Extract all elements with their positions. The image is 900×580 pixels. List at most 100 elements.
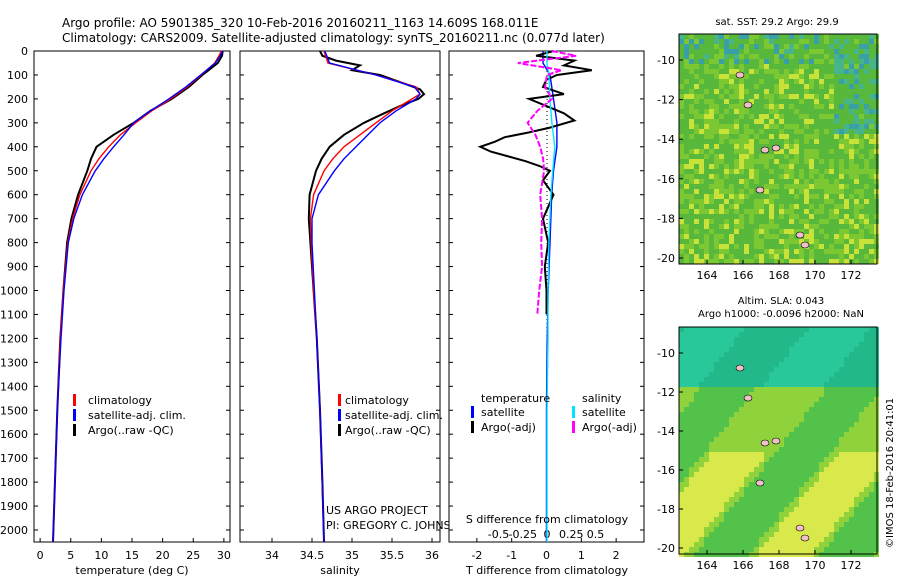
map-cell	[704, 154, 709, 159]
map-cell	[789, 109, 794, 114]
map-cell	[859, 407, 864, 412]
map-cell	[799, 417, 804, 422]
map-cell	[744, 382, 749, 387]
map-cell	[789, 174, 794, 179]
map-cell	[779, 412, 784, 417]
map-cell	[834, 154, 839, 159]
map-cell	[734, 139, 739, 144]
map-cell	[844, 219, 849, 224]
map-cell	[804, 527, 809, 532]
map-cell	[844, 397, 849, 402]
map-cell	[694, 104, 699, 109]
map-cell	[804, 94, 809, 99]
map-cell	[679, 437, 684, 442]
map-cell	[679, 69, 684, 74]
map-cell	[719, 467, 724, 472]
map-cell	[849, 64, 854, 69]
map-cell	[794, 79, 799, 84]
map-cell	[814, 542, 819, 547]
map-cell	[864, 89, 869, 94]
map-cell	[709, 104, 714, 109]
map-cell	[729, 179, 734, 184]
map-cell	[689, 129, 694, 134]
map-cell	[699, 209, 704, 214]
map-cell	[714, 547, 719, 552]
map-cell	[824, 204, 829, 209]
map-cell	[814, 537, 819, 542]
map-cell	[849, 69, 854, 74]
map-cell	[864, 357, 869, 362]
map-cell	[709, 134, 714, 139]
map-cell	[754, 69, 759, 74]
map-cell	[864, 487, 869, 492]
map-cell	[804, 352, 809, 357]
map-cell	[859, 362, 864, 367]
map-cell	[699, 54, 704, 59]
map-cell	[689, 522, 694, 527]
map-cell	[789, 527, 794, 532]
map-cell	[814, 407, 819, 412]
legend-swatch-t-satellite	[471, 406, 474, 418]
map-cell	[819, 487, 824, 492]
map-cell	[684, 189, 689, 194]
map-cell	[814, 244, 819, 249]
map-cell	[819, 387, 824, 392]
map-cell	[864, 402, 869, 407]
map-cell	[794, 179, 799, 184]
difference-legend: temperature satellite Argo(-adj) salinit…	[471, 392, 637, 434]
map-cell	[864, 169, 869, 174]
map-cell	[759, 372, 764, 377]
map-cell	[819, 94, 824, 99]
map-cell	[744, 392, 749, 397]
map-cell	[714, 109, 719, 114]
map-cell	[734, 422, 739, 427]
map-cell	[709, 417, 714, 422]
map-cell	[864, 442, 869, 447]
map-cell	[699, 44, 704, 49]
map-cell	[809, 542, 814, 547]
map-cell	[744, 114, 749, 119]
map-cell	[744, 89, 749, 94]
map-cell	[869, 432, 874, 437]
map-y-tick-label: -10	[657, 54, 675, 67]
map-cell	[869, 437, 874, 442]
map-cell	[774, 372, 779, 377]
map-cell	[769, 124, 774, 129]
map-cell	[784, 347, 789, 352]
map-cell	[759, 164, 764, 169]
map-cell	[814, 362, 819, 367]
map-cell	[684, 244, 689, 249]
map-cell	[739, 477, 744, 482]
map-cell	[854, 179, 859, 184]
map-cell	[839, 49, 844, 54]
map-cell	[784, 412, 789, 417]
map-cell	[754, 492, 759, 497]
map-cell	[809, 259, 814, 264]
map-cell	[769, 34, 774, 39]
map-cell	[849, 104, 854, 109]
map-cell	[734, 209, 739, 214]
map-cell	[774, 159, 779, 164]
map-cell	[689, 412, 694, 417]
map-cell	[864, 337, 869, 342]
map-cell	[774, 452, 779, 457]
map-cell	[844, 239, 849, 244]
map-cell	[849, 224, 854, 229]
map-cell	[734, 402, 739, 407]
map-cell	[809, 149, 814, 154]
map-cell	[694, 239, 699, 244]
map-cell	[699, 189, 704, 194]
map-cell	[744, 119, 749, 124]
map-cell	[684, 352, 689, 357]
map-cell	[809, 254, 814, 259]
map-cell	[759, 99, 764, 104]
map-cell	[689, 49, 694, 54]
map-cell	[709, 522, 714, 527]
map-cell	[839, 89, 844, 94]
map-cell	[769, 109, 774, 114]
map-cell	[809, 239, 814, 244]
map-cell	[724, 174, 729, 179]
map-cell	[774, 412, 779, 417]
map-cell	[804, 149, 809, 154]
map-cell	[709, 244, 714, 249]
